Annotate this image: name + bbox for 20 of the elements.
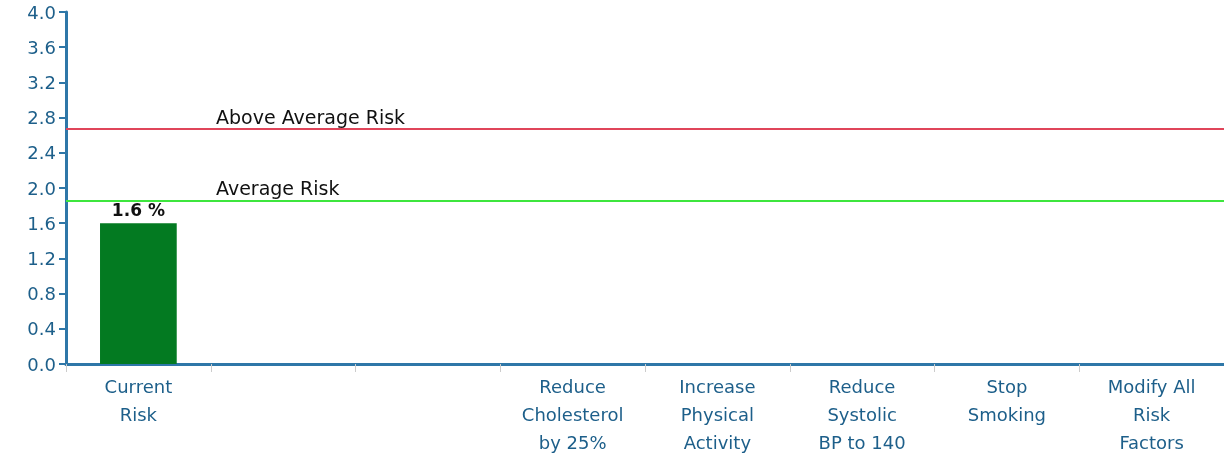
y-tick-label: 4.0 xyxy=(27,1,56,23)
y-tick-label: 2.8 xyxy=(27,107,56,129)
y-tick-label: 0.4 xyxy=(27,318,56,340)
ref-line-label: Above Average Risk xyxy=(216,105,406,128)
y-tick-label: 2.0 xyxy=(27,177,56,199)
y-tick-label: 0.0 xyxy=(27,353,56,375)
x-tick-label: Current Risk xyxy=(104,375,173,425)
data-label: 1.6 % xyxy=(111,199,165,220)
y-tick-label: 0.8 xyxy=(27,283,56,305)
y-tick-label: 1.6 xyxy=(27,212,56,234)
y-tick-label: 1.2 xyxy=(27,247,56,269)
x-tick-label: Modify All Risk Factors xyxy=(1107,375,1196,453)
y-tick-label: 2.4 xyxy=(27,142,56,164)
y-tick-label: 3.6 xyxy=(27,36,56,58)
x-tick-label: Reduce Systolic BP to 140 xyxy=(818,375,906,453)
x-tick-label: Reduce Cholesterol by 25% xyxy=(521,375,624,453)
x-tick-label: Increase Physical Activity xyxy=(679,375,756,453)
ref-line-label: Average Risk xyxy=(216,176,340,199)
y-tick-label: 3.2 xyxy=(27,71,56,93)
x-tick-label: Stop Smoking xyxy=(967,375,1046,425)
